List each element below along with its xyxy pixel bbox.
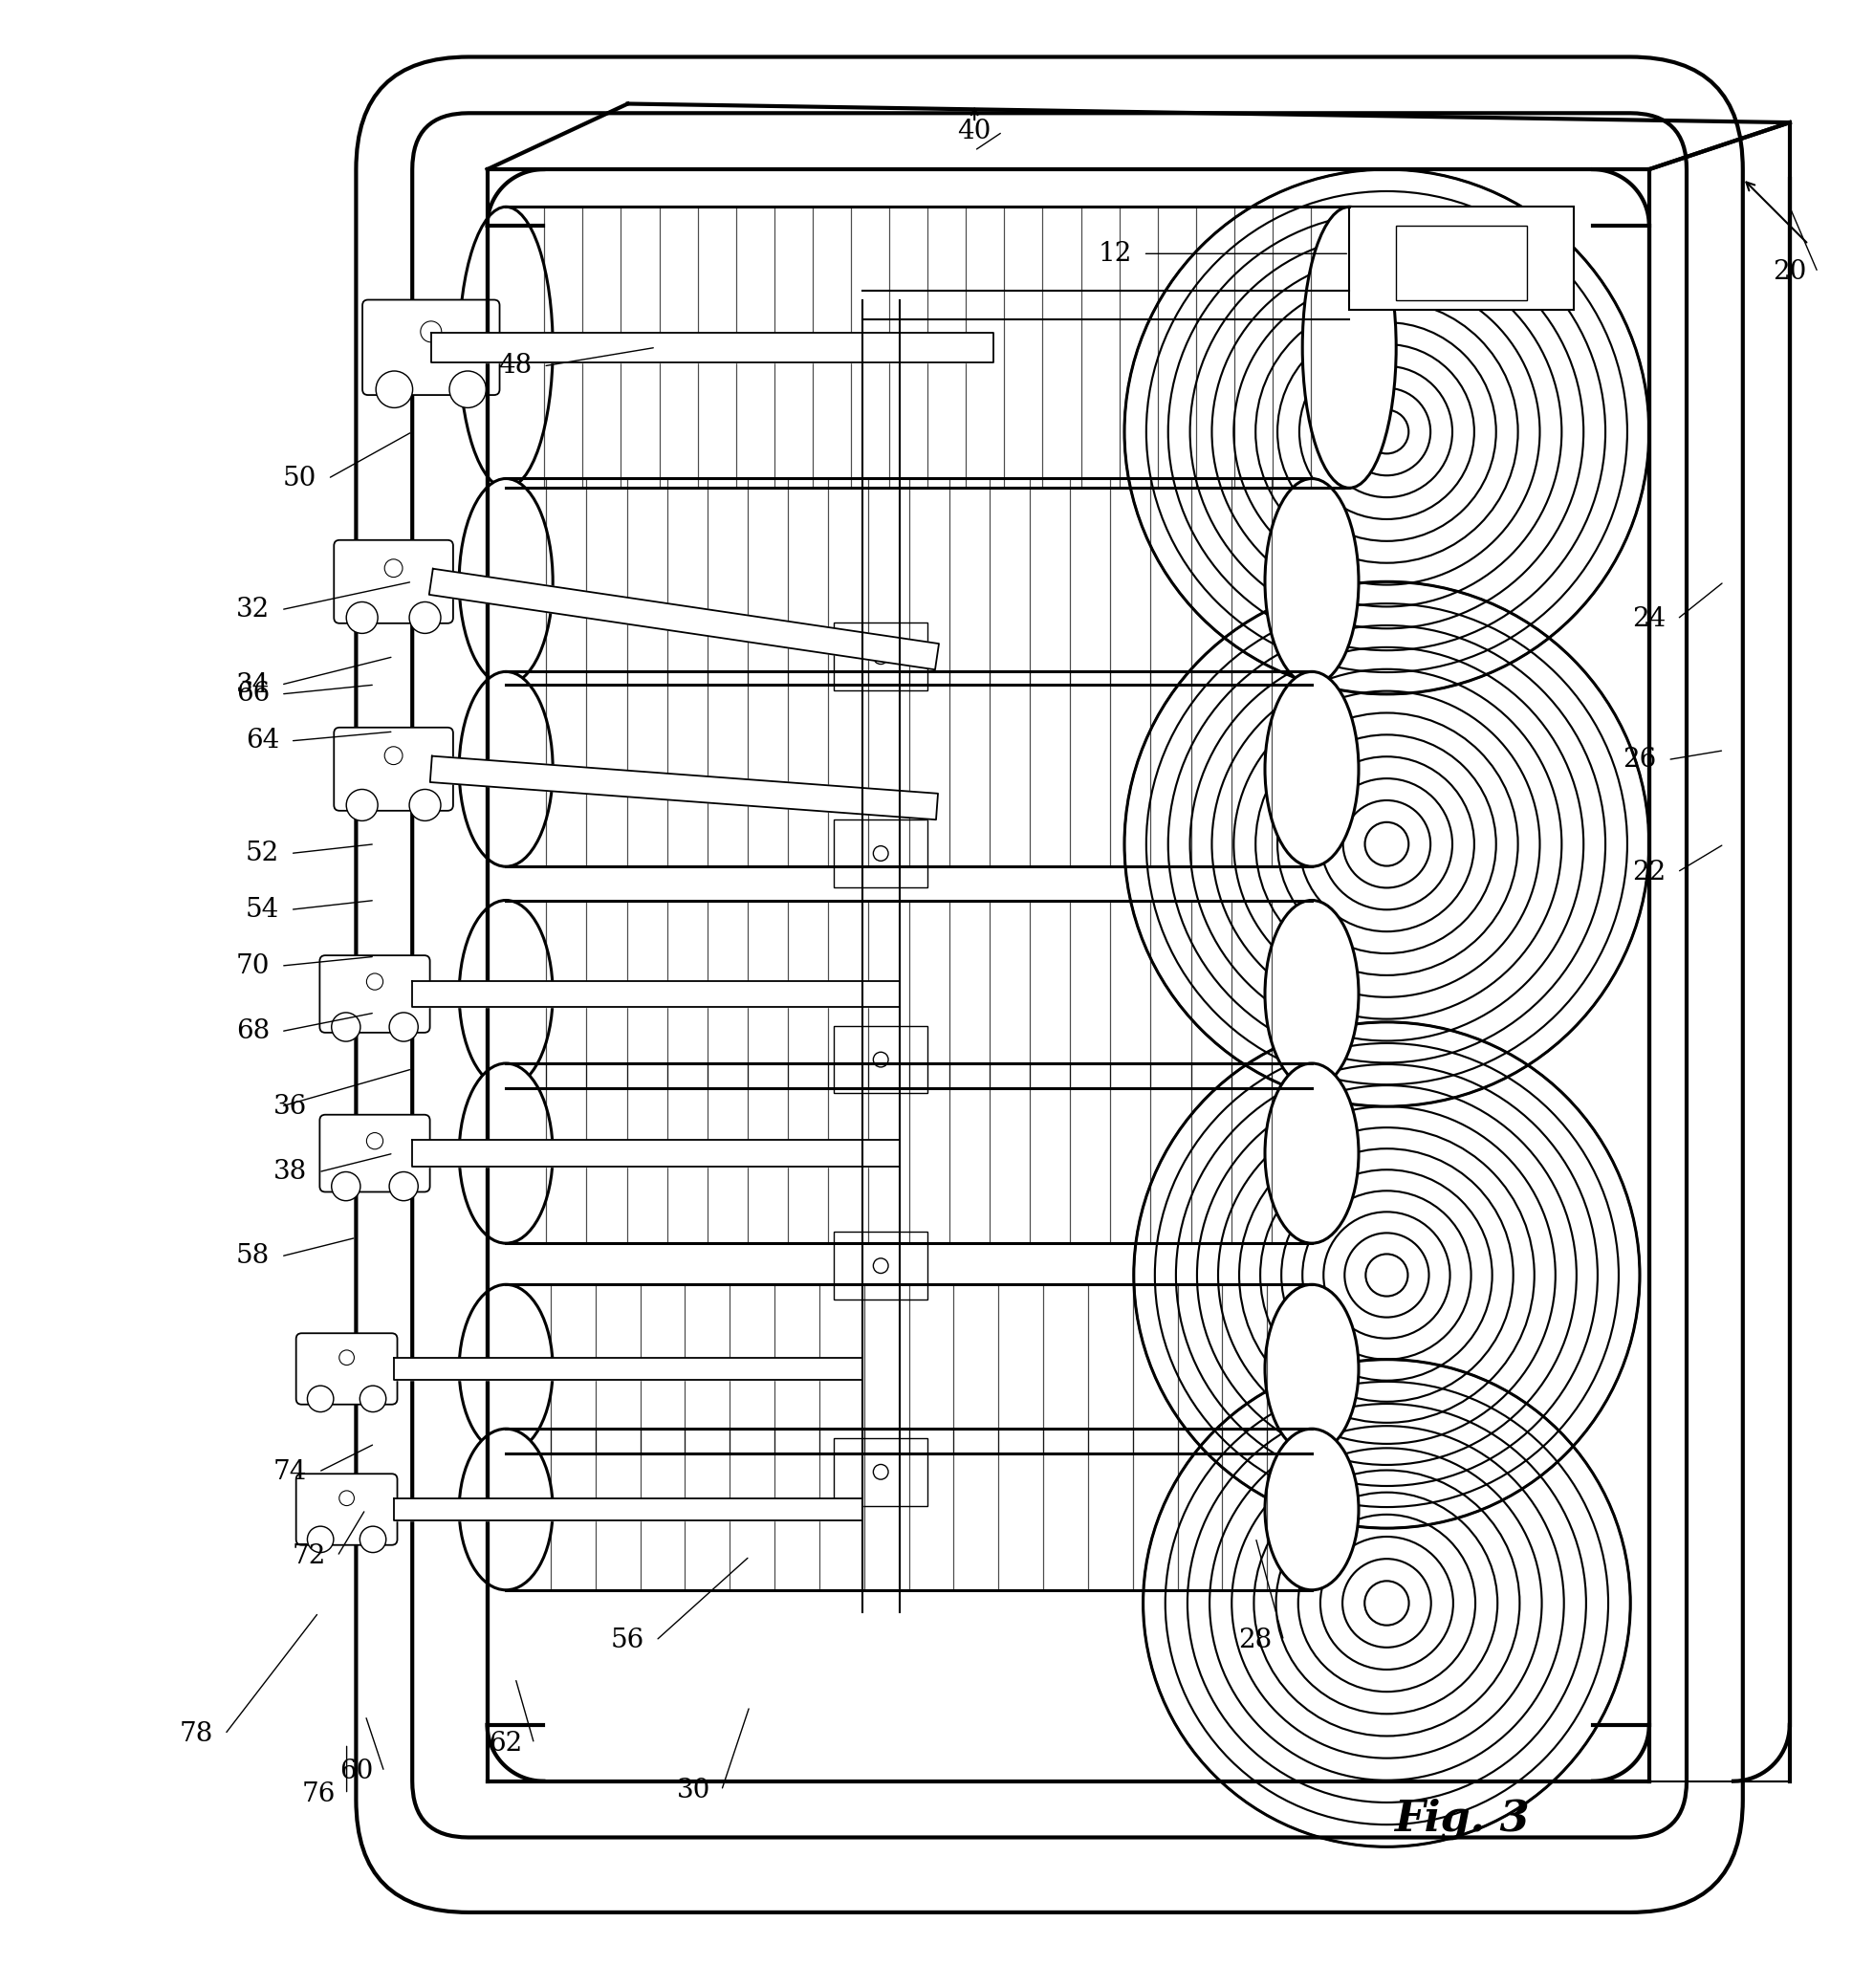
Polygon shape	[394, 1499, 862, 1521]
FancyBboxPatch shape	[362, 300, 500, 396]
FancyBboxPatch shape	[320, 1115, 429, 1193]
FancyBboxPatch shape	[334, 541, 454, 624]
Text: 60: 60	[339, 1759, 373, 1785]
Ellipse shape	[1265, 1064, 1359, 1242]
FancyBboxPatch shape	[296, 1334, 397, 1404]
Polygon shape	[412, 980, 900, 1008]
Text: 70: 70	[236, 952, 270, 978]
Text: 40: 40	[958, 119, 991, 145]
Text: 30: 30	[677, 1777, 710, 1803]
Ellipse shape	[459, 1429, 553, 1590]
Text: 28: 28	[1239, 1628, 1272, 1654]
Text: 54: 54	[245, 897, 279, 922]
Polygon shape	[429, 755, 939, 819]
Polygon shape	[412, 1141, 900, 1167]
Text: 36: 36	[274, 1093, 307, 1119]
Ellipse shape	[307, 1527, 334, 1553]
Ellipse shape	[360, 1386, 386, 1411]
Ellipse shape	[1265, 1284, 1359, 1453]
Ellipse shape	[450, 372, 485, 408]
Ellipse shape	[1265, 672, 1359, 867]
Polygon shape	[429, 569, 939, 670]
Text: 78: 78	[180, 1722, 214, 1747]
Text: 38: 38	[274, 1159, 307, 1185]
Bar	[834, 1437, 928, 1505]
FancyBboxPatch shape	[334, 728, 454, 811]
Text: 66: 66	[236, 682, 270, 708]
Text: 72: 72	[292, 1543, 326, 1569]
Text: 62: 62	[489, 1732, 523, 1757]
Text: 12: 12	[1098, 241, 1132, 266]
Text: 56: 56	[611, 1628, 645, 1654]
Ellipse shape	[307, 1386, 334, 1411]
Bar	[1396, 225, 1527, 300]
Ellipse shape	[459, 901, 553, 1087]
Text: 58: 58	[236, 1242, 270, 1268]
Text: 34: 34	[236, 672, 270, 698]
Text: 52: 52	[245, 841, 279, 867]
Bar	[834, 819, 928, 887]
Ellipse shape	[409, 789, 440, 821]
Text: Fig. 3: Fig. 3	[1394, 1797, 1529, 1839]
Ellipse shape	[459, 479, 553, 684]
Ellipse shape	[332, 1171, 360, 1201]
Polygon shape	[431, 332, 993, 362]
Ellipse shape	[459, 672, 553, 867]
Ellipse shape	[390, 1012, 418, 1042]
Text: 50: 50	[283, 465, 317, 491]
Bar	[834, 1026, 928, 1093]
Text: 76: 76	[302, 1781, 335, 1807]
Ellipse shape	[409, 602, 440, 634]
Ellipse shape	[390, 1171, 418, 1201]
Text: 74: 74	[274, 1459, 307, 1485]
Polygon shape	[394, 1358, 862, 1380]
Ellipse shape	[459, 1284, 553, 1453]
Ellipse shape	[360, 1527, 386, 1553]
Text: 22: 22	[1632, 859, 1666, 885]
Ellipse shape	[1265, 479, 1359, 684]
Text: 68: 68	[236, 1018, 270, 1044]
Text: 20: 20	[1773, 260, 1807, 286]
Text: 24: 24	[1632, 606, 1666, 632]
Ellipse shape	[347, 789, 379, 821]
Bar	[1349, 207, 1574, 310]
Text: 64: 64	[245, 728, 279, 753]
Bar	[834, 1233, 928, 1300]
Text: 26: 26	[1623, 747, 1657, 773]
FancyBboxPatch shape	[296, 1473, 397, 1545]
Ellipse shape	[377, 372, 412, 408]
Ellipse shape	[459, 207, 553, 487]
Ellipse shape	[332, 1012, 360, 1042]
Text: 32: 32	[236, 596, 270, 622]
Ellipse shape	[1265, 901, 1359, 1087]
Ellipse shape	[459, 1064, 553, 1242]
Ellipse shape	[1302, 207, 1396, 487]
Bar	[834, 622, 928, 690]
Ellipse shape	[1265, 1429, 1359, 1590]
FancyBboxPatch shape	[320, 956, 429, 1032]
Ellipse shape	[347, 602, 379, 634]
Text: 48: 48	[498, 354, 532, 380]
